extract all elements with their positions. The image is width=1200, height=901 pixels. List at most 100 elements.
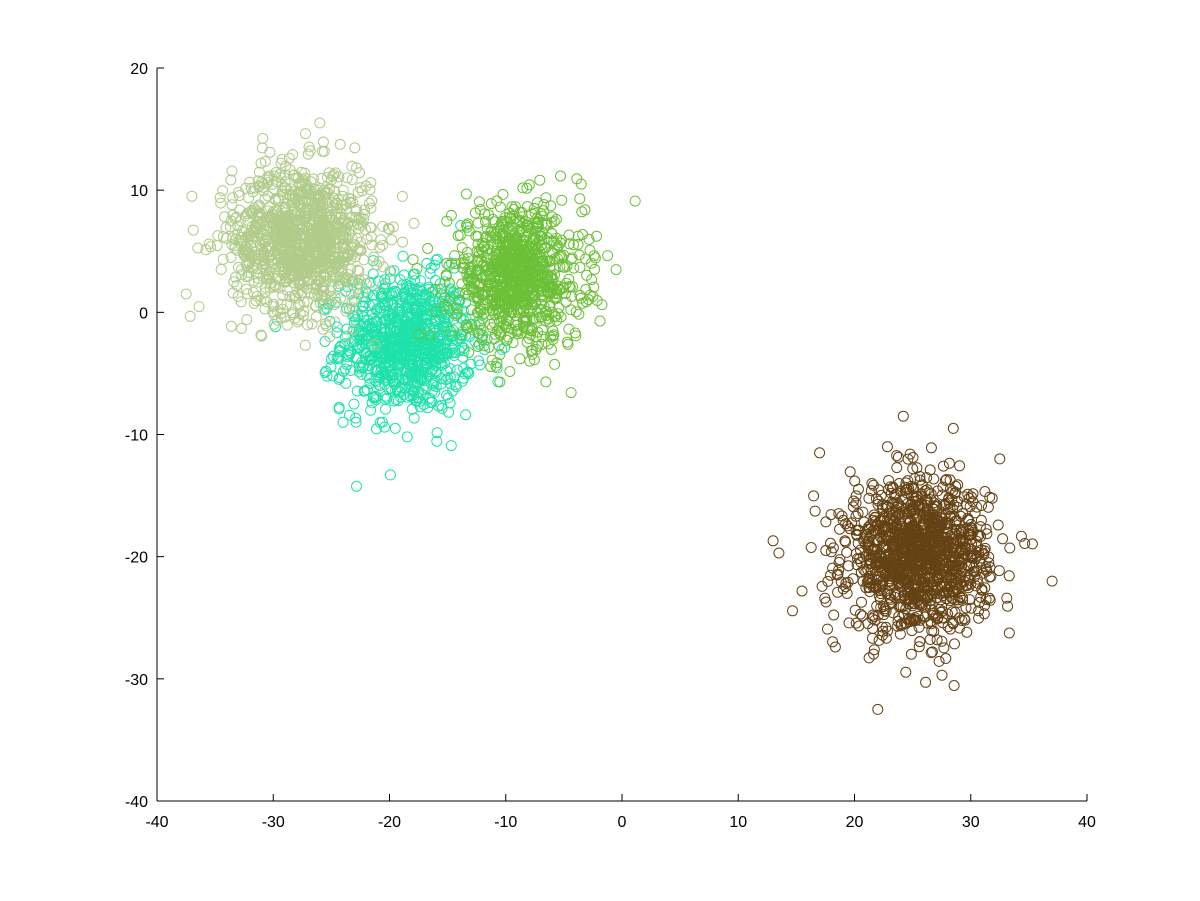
data-point [839, 535, 851, 547]
data-point [259, 303, 271, 315]
data-point [230, 212, 241, 224]
data-point [226, 199, 238, 211]
data-point [488, 317, 500, 329]
data-point [532, 214, 544, 226]
data-point [825, 569, 836, 581]
data-point [860, 539, 872, 550]
data-point [377, 339, 388, 351]
data-point [344, 196, 356, 208]
data-point [376, 280, 388, 292]
data-point [283, 152, 295, 164]
data-point [787, 605, 798, 617]
data-point [329, 199, 341, 211]
data-point [240, 283, 252, 295]
data-point [521, 182, 533, 194]
data-point [925, 494, 937, 506]
data-point [939, 475, 951, 486]
data-point [225, 320, 237, 332]
data-point [235, 296, 247, 308]
data-point [324, 221, 336, 233]
data-point [328, 234, 340, 246]
data-point [1019, 538, 1031, 549]
data-point [530, 343, 542, 355]
data-point [978, 608, 990, 620]
data-point [458, 253, 470, 265]
data-point [200, 244, 212, 256]
data-point [496, 343, 508, 355]
data-point [379, 421, 390, 433]
data-point [281, 197, 293, 209]
data-point [485, 230, 497, 242]
data-point [268, 318, 280, 330]
data-point [446, 347, 458, 359]
data-point [953, 557, 965, 569]
data-point [473, 196, 485, 208]
data-point [256, 142, 268, 154]
data-point [401, 391, 413, 403]
data-point [494, 201, 506, 213]
data-point [489, 300, 501, 312]
data-point [401, 282, 413, 294]
data-point [307, 203, 319, 215]
data-point [925, 647, 937, 659]
data-point [496, 228, 508, 240]
data-point [439, 300, 451, 311]
data-point [471, 245, 483, 257]
data-point [273, 192, 284, 204]
data-point [467, 324, 479, 336]
x-tick-label: -20 [378, 814, 401, 831]
data-point [887, 510, 899, 522]
data-point [502, 262, 514, 274]
data-point [553, 302, 565, 314]
data-point [905, 648, 917, 660]
data-point [442, 392, 454, 404]
data-point [907, 463, 919, 475]
data-point [420, 290, 432, 301]
data-point [828, 609, 840, 621]
data-point [866, 478, 878, 489]
data-point [536, 311, 548, 323]
data-point [343, 349, 355, 361]
data-point [281, 319, 293, 331]
data-point [574, 261, 586, 273]
data-point [456, 341, 468, 353]
data-point [979, 582, 991, 594]
data-point [286, 210, 298, 222]
data-point [825, 509, 837, 521]
data-point [898, 589, 910, 601]
data-point [264, 146, 276, 158]
x-axis-ticks: -40 -30 -20 -10 0 10 20 30 40 [145, 794, 1096, 831]
data-point [215, 263, 227, 275]
data-point [429, 324, 440, 336]
data-point [540, 376, 552, 388]
data-point [832, 568, 844, 580]
data-point [544, 287, 556, 299]
data-point [356, 368, 368, 380]
data-point [922, 617, 934, 629]
data-point [477, 313, 489, 325]
data-point [300, 251, 312, 263]
data-point [951, 579, 963, 591]
data-point [260, 223, 272, 235]
data-point [444, 371, 456, 383]
data-point [310, 278, 322, 290]
data-point [317, 136, 329, 148]
data-point [880, 621, 892, 633]
data-point [236, 323, 247, 334]
data-point [920, 676, 932, 688]
data-point [929, 503, 941, 515]
data-point [303, 255, 315, 267]
data-point [950, 515, 962, 527]
data-point [278, 246, 290, 258]
data-point [288, 169, 299, 181]
data-point [897, 410, 909, 422]
y-tick-label: 10 [130, 183, 148, 200]
data-point [371, 376, 382, 388]
data-point [297, 218, 308, 230]
data-point [303, 222, 315, 234]
data-point [994, 453, 1006, 465]
data-point [849, 475, 861, 487]
data-point [542, 270, 554, 281]
data-point [339, 231, 351, 243]
data-point [215, 197, 227, 209]
